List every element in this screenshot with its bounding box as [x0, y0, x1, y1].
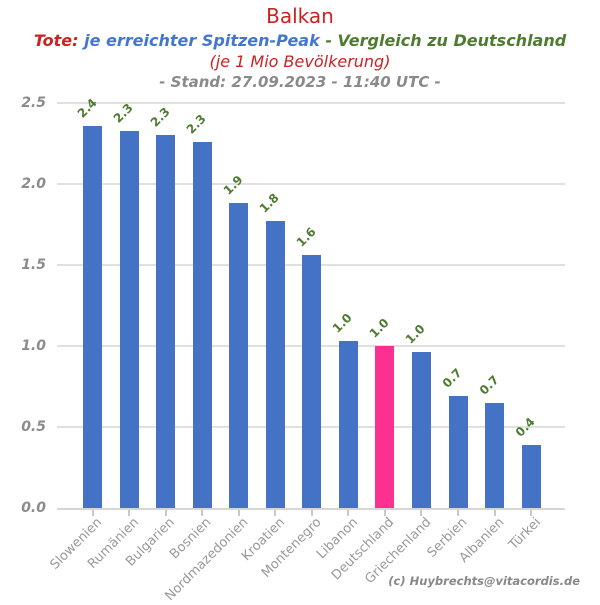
- y-axis-tick-label: 0.5: [21, 419, 46, 435]
- x-axis-tick: [274, 510, 277, 516]
- x-axis-tick: [201, 510, 204, 516]
- x-axis-tick: [347, 510, 350, 516]
- bar-Bosnien: [192, 142, 212, 508]
- x-axis-line: [57, 508, 565, 510]
- x-axis-tick: [310, 510, 313, 516]
- x-axis-tick: [493, 510, 496, 516]
- subtitle-peak: je erreichter Spitzen-Peak: [84, 31, 320, 50]
- bar-Albanien: [485, 403, 505, 508]
- y-axis-tick-label: 1.0: [21, 338, 46, 354]
- x-axis-tick: [420, 510, 423, 516]
- bar-value-label: 2.4: [74, 95, 100, 121]
- x-axis-tick: [164, 510, 167, 516]
- subtitle-tote: Tote:: [33, 31, 79, 50]
- y-gridline: [57, 183, 565, 185]
- bar-value-label: 0.4: [512, 414, 538, 440]
- bar-Türkei: [521, 445, 541, 508]
- bar-Griechenland: [411, 352, 431, 508]
- y-axis-tick-label: 2.5: [21, 95, 46, 111]
- bar-Kroatien: [265, 221, 285, 508]
- bar-value-label: 0.7: [439, 365, 465, 391]
- bar-value-label: 2.3: [147, 104, 173, 130]
- chart-header: Balkan Tote: je erreichter Spitzen-Peak …: [0, 0, 600, 92]
- x-axis-tick: [237, 510, 240, 516]
- subtitle-compare: - Vergleich zu Deutschland: [325, 31, 567, 50]
- bar-value-label: 1.8: [256, 190, 282, 216]
- chart-subtitle: Tote: je erreichter Spitzen-Peak - Vergl…: [0, 30, 600, 51]
- y-axis-tick-label: 1.5: [21, 257, 46, 273]
- bar-value-label: 1.0: [403, 321, 429, 347]
- timestamp-line: - Stand: 27.09.2023 - 11:40 UTC -: [159, 73, 441, 91]
- bar-value-label: 1.9: [220, 172, 246, 198]
- per-capita-note: (je 1 Mio Bevölkerung): [209, 52, 391, 71]
- x-axis-tick: [457, 510, 459, 516]
- y-axis-tick-label: 2.0: [21, 176, 46, 192]
- x-axis-category-label: Türkei: [505, 515, 544, 553]
- x-axis-tick: [383, 510, 386, 516]
- bar-value-label: 1.0: [366, 315, 392, 341]
- chart-title: Balkan: [266, 4, 334, 28]
- bar-value-label: 0.7: [476, 372, 502, 398]
- bar-value-label: 1.6: [293, 224, 319, 250]
- bar-Bulgarien: [156, 135, 176, 508]
- copyright-credit: (c) Huybrechts@vitacordis.de: [388, 574, 580, 588]
- bar-Rumänien: [119, 131, 139, 508]
- bar-Slowenien: [83, 126, 102, 508]
- y-axis-tick-label: 0.0: [21, 500, 46, 516]
- x-axis-tick: [91, 510, 94, 516]
- bar-Serbien: [448, 396, 468, 508]
- x-axis-tick: [530, 510, 533, 516]
- bar-value-label: 2.3: [183, 111, 209, 137]
- y-gridline: [57, 102, 565, 104]
- x-axis-tick: [128, 510, 131, 516]
- bar-highlight-Deutschland: [375, 346, 395, 508]
- bar-Nordmazedonien: [229, 203, 249, 508]
- bar-Montenegro: [302, 255, 322, 508]
- bar-Libanon: [338, 341, 358, 508]
- bar-value-label: 1.0: [330, 310, 355, 336]
